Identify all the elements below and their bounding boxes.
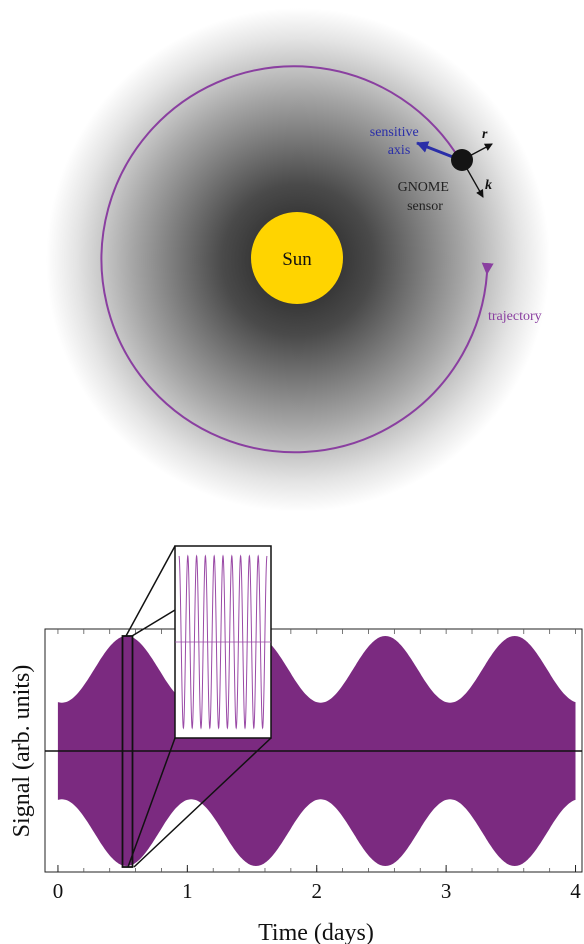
x-axis-title: Time (days) (258, 920, 374, 944)
r-label: r (482, 127, 488, 142)
trajectory-label: trajectory (488, 309, 542, 324)
y-axis-title: Signal (arb. units) (9, 665, 35, 838)
zoom-connector-top (126, 546, 175, 636)
k-label: k (485, 178, 492, 193)
x-tick-label-1: 1 (182, 879, 193, 903)
signal-chart: 0 1 2 3 4 Time (days) Signal (arb. units… (9, 546, 582, 944)
x-axis-tick-labels: 0 1 2 3 4 (53, 879, 582, 903)
gnome-sensor (451, 149, 473, 171)
sun-label: Sun (282, 249, 312, 270)
x-tick-label-3: 3 (441, 879, 452, 903)
x-tick-label-4: 4 (570, 879, 581, 903)
orbit-diagram: Sun sensitive axis r k GNOME sensor traj… (46, 8, 550, 512)
x-tick-label-2: 2 (311, 879, 322, 903)
x-tick-label-0: 0 (53, 879, 64, 903)
